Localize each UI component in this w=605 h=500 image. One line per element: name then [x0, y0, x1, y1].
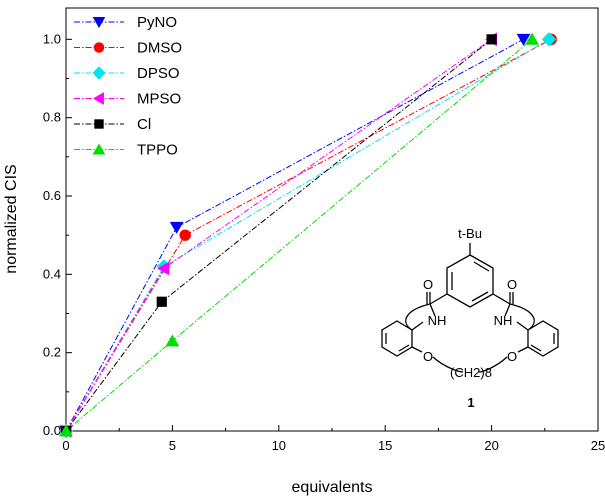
left-o-bond — [411, 346, 423, 353]
data-point-tppo — [525, 32, 539, 45]
y-tick-label: 0.4 — [43, 266, 61, 281]
legend-label-tppo: TPPO — [137, 142, 178, 159]
x-tick-label: 15 — [378, 438, 392, 453]
legend-label-dpso: DPSO — [137, 65, 180, 82]
y-tick-label: 0.8 — [43, 110, 61, 125]
right-ether-o-label: O — [507, 349, 517, 364]
legend-label-dmso: DMSO — [137, 40, 182, 57]
series-line-mpso — [65, 38, 492, 432]
x-axis-title: equivalents — [292, 479, 373, 496]
data-point-tppo — [59, 424, 73, 437]
series-markers — [58, 32, 557, 439]
y-tick-label: 0.2 — [43, 345, 61, 360]
x-tick-label: 25 — [591, 438, 605, 453]
compound-number-label: 1 — [467, 395, 474, 410]
legend-marker-dpso — [92, 66, 106, 80]
legend-marker-pyno — [92, 17, 106, 29]
legend-label-mpso: MPSO — [137, 91, 181, 108]
right-o-bond — [517, 346, 529, 353]
data-point-cl — [486, 34, 497, 45]
right-carbonyl-bond — [492, 293, 511, 305]
legend-marker-tppo — [92, 143, 106, 155]
legend-marker-dmso — [93, 42, 105, 53]
legend-marker-mpso — [92, 92, 104, 105]
left-nh-bond — [411, 321, 424, 331]
molecule-labels: t-Bu O O NH NH O O (CH2)8 1 — [423, 226, 517, 410]
right-cn-bond — [504, 303, 511, 317]
left-phenyl-double-bond — [398, 344, 410, 352]
linker-arc — [478, 356, 508, 373]
y-tick-label: 0.6 — [43, 188, 61, 203]
linker-arc — [432, 356, 464, 373]
data-point-pyno — [516, 33, 531, 46]
left-cn-bond — [429, 303, 436, 317]
legend: PyNO DMSO DPSO MPSO Cl TPPO — [74, 14, 182, 159]
linker-label: (CH2)8 — [450, 365, 492, 380]
right-nh-label: NH — [494, 313, 513, 328]
central-benzene-ring — [446, 254, 494, 308]
x-tick-label: 10 — [272, 438, 286, 453]
left-nh-label: NH — [428, 313, 447, 328]
x-tick-label: 0 — [62, 438, 69, 453]
data-point-dmso — [179, 229, 191, 241]
left-carbonyl-bond — [429, 293, 448, 305]
benzene-double-bond — [473, 261, 490, 272]
y-tick-label: 0.0 — [43, 423, 61, 438]
legend-label-pyno: PyNO — [137, 14, 177, 31]
molecule-structure-inset — [381, 243, 559, 373]
data-point-pyno — [169, 221, 184, 234]
right-phenyl-double-bond — [530, 344, 542, 352]
series-line-cl — [65, 38, 492, 432]
right-nh-bond — [516, 321, 529, 331]
left-carbonyl-o-label: O — [423, 277, 433, 292]
legend-marker-cl — [94, 119, 104, 129]
x-tick-label: 5 — [169, 438, 176, 453]
data-point-dpso — [541, 32, 557, 47]
right-carbonyl-o-label: O — [507, 277, 517, 292]
axis-ticks: 0 5 10 15 20 25 0.0 0.2 0.4 0.6 0.8 1.0 — [43, 31, 605, 453]
y-tick-label: 1.0 — [43, 31, 61, 46]
left-ether-o-label: O — [423, 349, 433, 364]
benzene-double-bond — [471, 291, 489, 302]
legend-label-cl: Cl — [137, 116, 151, 133]
data-point-cl — [156, 296, 167, 307]
data-point-tppo — [165, 334, 180, 347]
y-axis-title: normalized CIS — [3, 164, 20, 273]
x-tick-label: 20 — [484, 438, 498, 453]
data-point-mpso — [157, 261, 170, 276]
tbu-label: t-Bu — [458, 226, 482, 241]
